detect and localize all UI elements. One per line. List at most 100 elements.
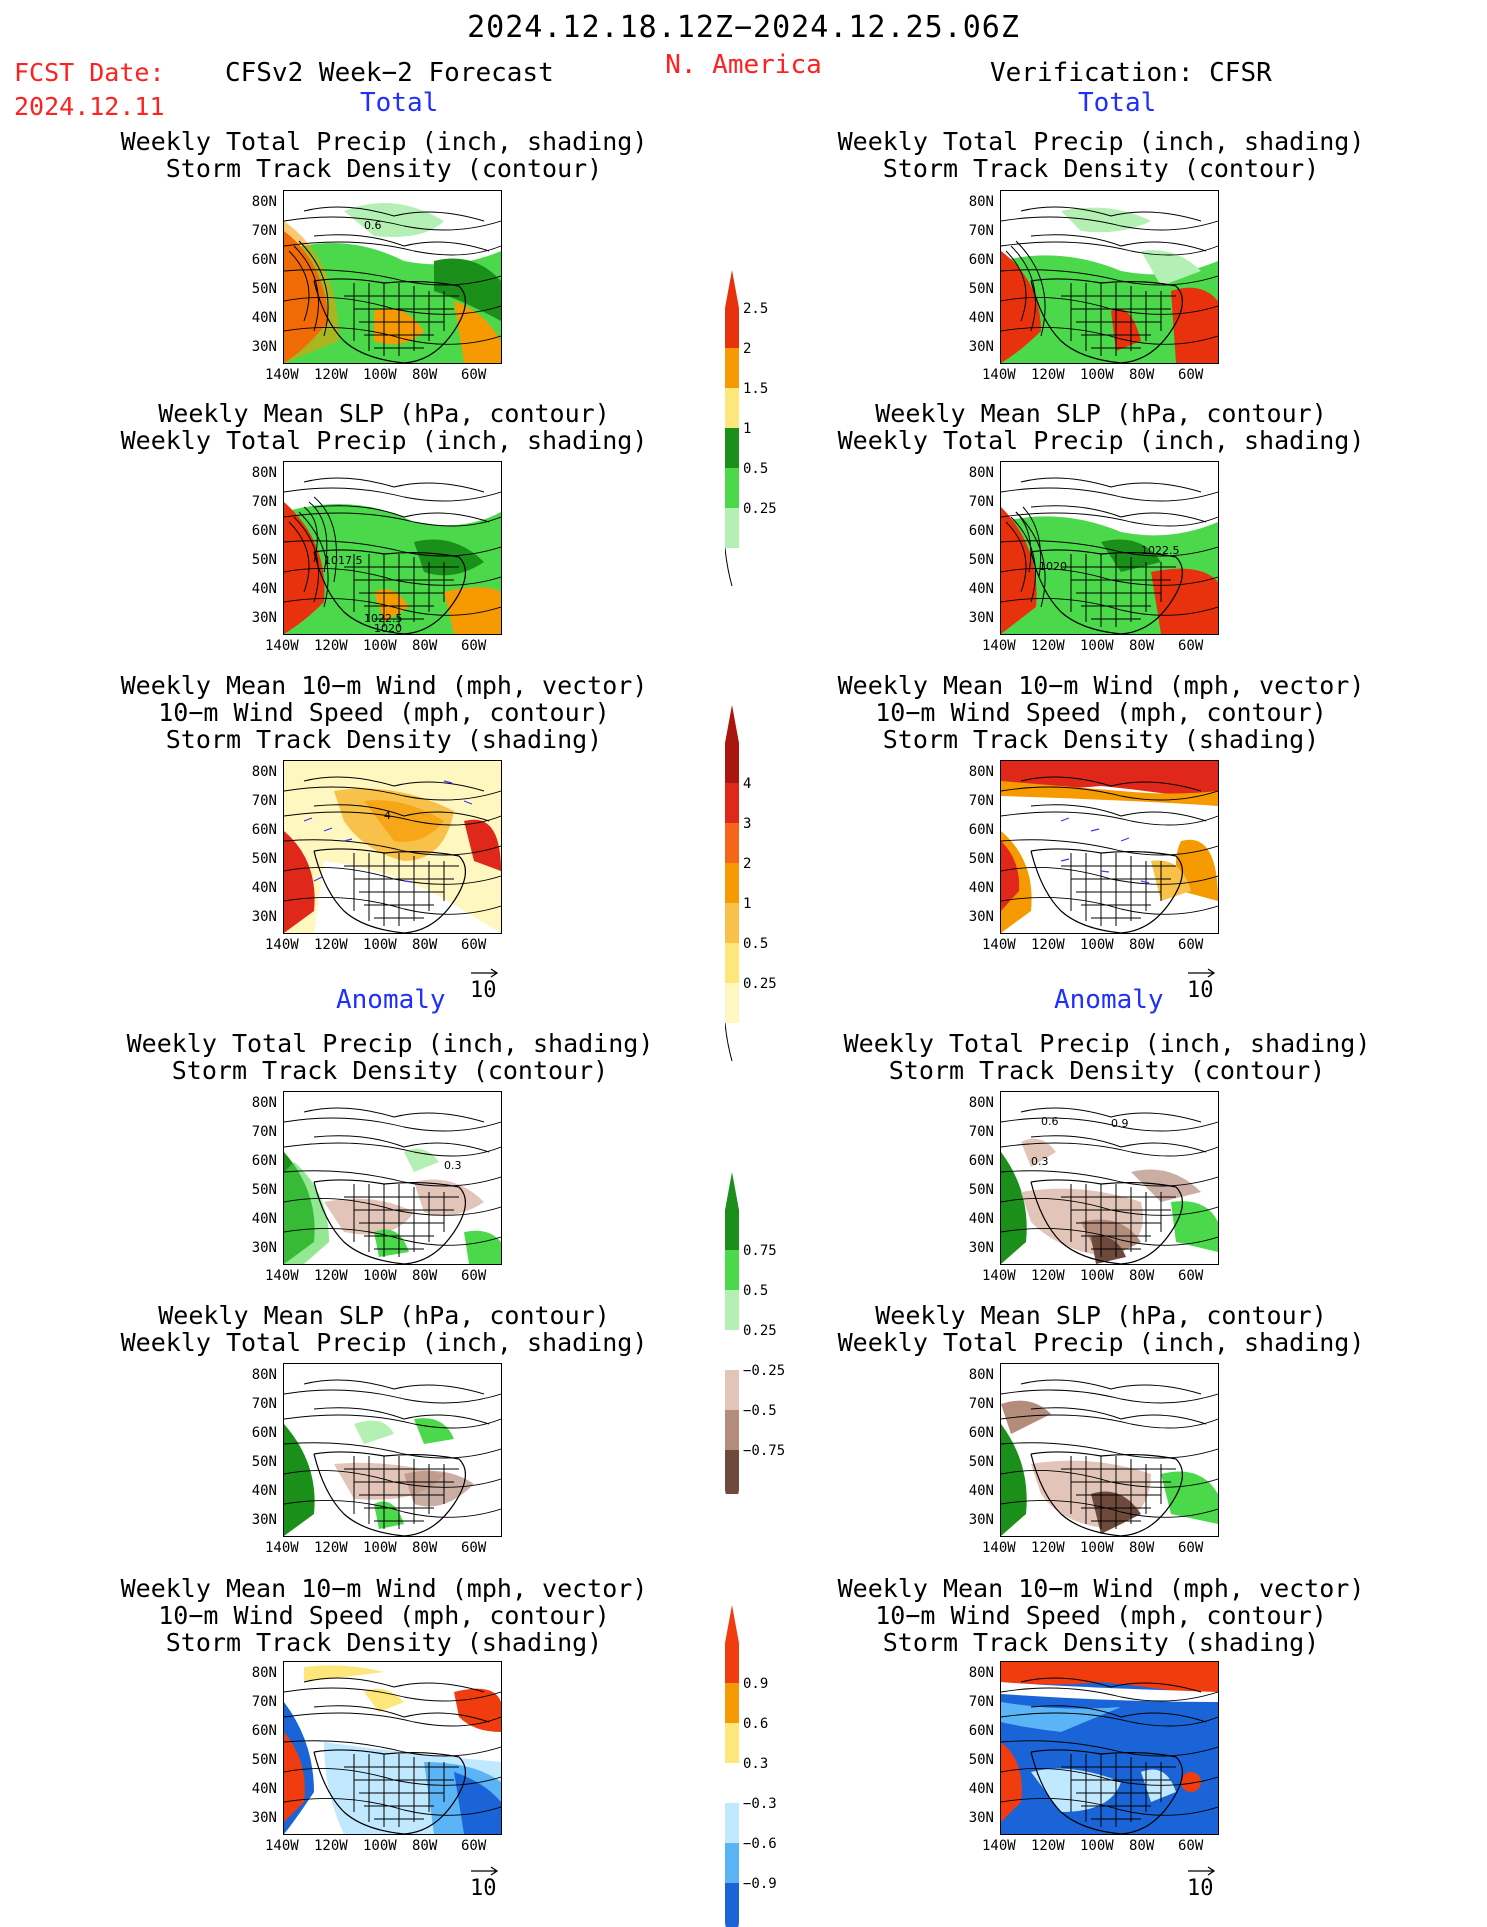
colorbar-label: 0.3	[743, 1756, 768, 1772]
vector-arrow-icon	[471, 1866, 499, 1876]
lat-tick-label: 50N	[251, 1182, 277, 1198]
lat-tick-label: 40N	[968, 880, 994, 896]
lat-tick-label: 60N	[968, 252, 994, 268]
lon-tick-label: 80W	[412, 937, 438, 953]
verif-total-precip-map	[1000, 190, 1219, 364]
lon-tick-label: 80W	[1129, 367, 1155, 383]
verif-anom-slp-map	[1000, 1363, 1219, 1537]
colorbar-label: 1	[743, 896, 751, 912]
contour-label: 0.3	[444, 1159, 462, 1172]
colorbar-bottom-triangle	[725, 1490, 739, 1494]
colorbar-label: 0.25	[743, 976, 777, 992]
lon-tick-label: 120W	[314, 937, 348, 953]
colorbar-top-triangle	[725, 1172, 739, 1210]
colorbar-swatch	[725, 983, 739, 1023]
lat-tick-label: 40N	[251, 880, 277, 896]
lat-tick-label: 70N	[968, 1694, 994, 1710]
lon-tick-label: 140W	[265, 1838, 299, 1854]
lat-tick-label: 60N	[251, 252, 277, 268]
forecast-column-title: CFSv2 Week−2 Forecast	[225, 58, 554, 88]
lon-tick-label: 140W	[982, 1540, 1016, 1556]
colorbar-tail	[725, 1022, 733, 1062]
colorbar-anomaly-storm-density: 0.9 0.6 0.3 −0.3 −0.6 −0.9	[725, 1605, 815, 1927]
lat-tick-label: 80N	[251, 194, 277, 210]
lat-tick-label: 50N	[251, 552, 277, 568]
fcst-date-label: FCST Date:	[14, 58, 165, 87]
lat-tick-label: 80N	[968, 1665, 994, 1681]
lon-tick-label: 120W	[314, 638, 348, 654]
lat-tick-label: 70N	[251, 494, 277, 510]
lon-tick-label: 100W	[363, 1268, 397, 1284]
fcst-total-wind-title: Weekly Mean 10−m Wind (mph, vector) 10−m …	[120, 671, 648, 754]
lon-tick-label: 80W	[412, 367, 438, 383]
lon-tick-label: 100W	[363, 367, 397, 383]
lat-tick-label: 60N	[968, 523, 994, 539]
fcst-anom-wind-title: Weekly Mean 10−m Wind (mph, vector) 10−m …	[120, 1574, 648, 1657]
colorbar-tail	[725, 547, 733, 587]
lon-tick-label: 120W	[1031, 1268, 1065, 1284]
lon-tick-label: 80W	[1129, 1838, 1155, 1854]
verif-total-precip-title: Weekly Total Precip (inch, shading) Storm…	[837, 127, 1365, 183]
slp-contour-label: 1022.5	[364, 612, 403, 625]
lat-tick-label: 50N	[251, 281, 277, 297]
lat-tick-label: 30N	[968, 909, 994, 925]
lat-tick-label: 40N	[251, 1781, 277, 1797]
lat-tick-label: 80N	[968, 1095, 994, 1111]
colorbar-swatch	[725, 1843, 739, 1883]
fcst-total-vector-reference: 10	[470, 968, 500, 1003]
lat-tick-label: 80N	[251, 465, 277, 481]
colorbar-label: 0.75	[743, 1243, 777, 1259]
lat-tick-label: 80N	[251, 1095, 277, 1111]
vector-arrow-icon	[1188, 1866, 1216, 1876]
lat-tick-label: 30N	[968, 1512, 994, 1528]
lon-tick-label: 100W	[1080, 937, 1114, 953]
left-anomaly-label: Anomaly	[336, 985, 446, 1015]
lat-tick-label: 50N	[968, 1752, 994, 1768]
lat-tick-label: 30N	[251, 1240, 277, 1256]
colorbar-swatch	[725, 388, 739, 428]
colorbar-label: 0.5	[743, 936, 768, 952]
colorbar-swatch	[725, 1250, 739, 1290]
colorbar-swatch	[725, 1883, 739, 1923]
lon-tick-label: 60W	[461, 1838, 487, 1854]
lat-tick-label: 70N	[968, 793, 994, 809]
lon-tick-label: 140W	[265, 367, 299, 383]
fcst-date-value: 2024.12.11	[14, 92, 165, 121]
colorbar-label: 2	[743, 341, 751, 357]
colorbar-label: 0.5	[743, 1283, 768, 1299]
fcst-anom-precip-title: Weekly Total Precip (inch, shading) Storm…	[126, 1029, 654, 1085]
lat-tick-label: 30N	[251, 909, 277, 925]
lon-tick-label: 120W	[1031, 1540, 1065, 1556]
lat-tick-label: 50N	[968, 851, 994, 867]
colorbar-swatch	[725, 1370, 739, 1410]
lat-tick-label: 30N	[968, 1240, 994, 1256]
colorbar-swatch	[725, 468, 739, 508]
lon-tick-label: 120W	[1031, 638, 1065, 654]
lon-tick-label: 80W	[412, 1838, 438, 1854]
colorbar-swatch	[725, 508, 739, 548]
lat-tick-label: 30N	[251, 1810, 277, 1826]
verif-anom-precip-title: Weekly Total Precip (inch, shading) Storm…	[843, 1029, 1371, 1085]
lat-tick-label: 40N	[251, 310, 277, 326]
lat-tick-label: 80N	[968, 465, 994, 481]
lon-tick-label: 100W	[1080, 367, 1114, 383]
lat-tick-label: 30N	[968, 1810, 994, 1826]
right-total-label: Total	[1078, 88, 1157, 118]
fcst-anom-precip-map: 0.3	[283, 1091, 502, 1265]
lon-tick-label: 140W	[265, 1540, 299, 1556]
lat-tick-label: 40N	[968, 581, 994, 597]
lat-tick-label: 70N	[968, 1396, 994, 1412]
colorbar-swatch	[725, 1723, 739, 1763]
lat-tick-label: 80N	[968, 764, 994, 780]
verif-total-vector-reference: 10	[1187, 968, 1217, 1003]
colorbar-swatch	[725, 863, 739, 903]
lon-tick-label: 140W	[265, 937, 299, 953]
colorbar-label: 0.9	[743, 1676, 768, 1692]
lat-tick-label: 70N	[251, 1694, 277, 1710]
lat-tick-label: 80N	[251, 1665, 277, 1681]
lon-tick-label: 80W	[412, 1540, 438, 1556]
lat-tick-label: 40N	[968, 1211, 994, 1227]
lon-tick-label: 80W	[412, 638, 438, 654]
fcst-total-precip-map: 0.6	[283, 190, 502, 364]
contour-label: 0.3	[1031, 1155, 1049, 1168]
